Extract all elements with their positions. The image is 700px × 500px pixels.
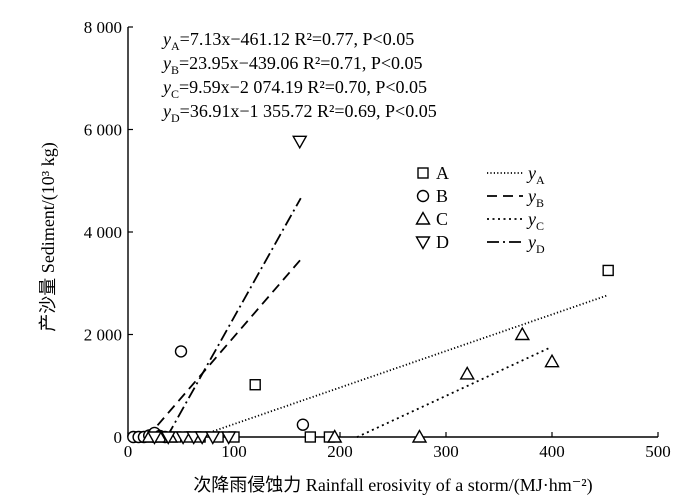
y-axis-label: 产沙量 Sediment/(10³ kg)	[38, 142, 59, 331]
axes: 0 100 200 300 400 500 0 2 000 4 000 6 000 8 000 次降雨…	[38, 18, 671, 496]
y-tick-label: 6 000	[84, 121, 122, 140]
x-tick-label: 300	[433, 442, 459, 461]
point-D	[160, 431, 176, 445]
point-A	[249, 379, 261, 391]
fit-line-yB	[146, 256, 304, 438]
legend-line-label-B: yB	[526, 186, 544, 210]
legend-line-label-D: yD	[526, 232, 545, 256]
legend-marker-B	[416, 189, 430, 203]
point-D	[175, 431, 191, 445]
fit-lines	[146, 197, 609, 438]
x-tick-label: 100	[221, 442, 247, 461]
point-C	[459, 366, 475, 380]
legend-line-label-C: yC	[526, 209, 544, 233]
x-tick-label: 400	[539, 442, 565, 461]
fit-line-yD	[166, 197, 302, 437]
point-D	[194, 431, 210, 445]
legend-label-D: D	[436, 232, 449, 252]
data-points	[127, 135, 614, 445]
equation-C: yC=9.59x−2 074.19 R²=0.70, P<0.05	[161, 77, 427, 101]
x-axis-label: 次降雨侵蚀力 Rainfall erosivity of a storm/(MJ…	[193, 475, 592, 496]
legend-marker-A	[417, 167, 429, 179]
legend-label-B: B	[436, 186, 448, 206]
point-D	[292, 135, 308, 150]
y-tick-label: 2 000	[84, 326, 122, 345]
point-C	[411, 429, 428, 443]
point-D	[221, 431, 237, 445]
equation-D: yD=36.91x−1 355.72 R²=0.69, P<0.05	[161, 101, 437, 125]
y-tick-label: 0	[114, 428, 123, 447]
x-tick-label: 0	[124, 442, 133, 461]
point-B	[174, 345, 188, 358]
point-D	[146, 431, 163, 445]
legend-label-A: A	[436, 163, 449, 183]
legend-line-label-A: yA	[526, 163, 545, 187]
x-tick-label: 200	[327, 442, 353, 461]
legend-label-C: C	[436, 209, 448, 229]
x-tick-label: 500	[645, 442, 671, 461]
point-B	[296, 418, 310, 431]
y-tick-label: 4 000	[84, 223, 122, 242]
point-A	[304, 431, 317, 443]
legend-marker-C	[415, 211, 431, 225]
legend-marker-D	[415, 236, 431, 250]
regression-equations: yA=7.13x−461.12 R²=0.77, P<0.05yB=23.95x…	[161, 29, 437, 125]
point-A	[602, 264, 614, 277]
equation-B: yB=23.95x−439.06 R²=0.71, P<0.05	[161, 53, 423, 77]
fit-line-yA	[196, 294, 609, 438]
point-C	[327, 429, 343, 443]
point-D	[205, 431, 221, 445]
point-C	[514, 326, 531, 341]
y-tick-label: 8 000	[84, 18, 122, 37]
equation-A: yA=7.13x−461.12 R²=0.77, P<0.05	[161, 29, 414, 53]
fit-line-yC	[356, 346, 551, 438]
point-C	[544, 353, 560, 368]
